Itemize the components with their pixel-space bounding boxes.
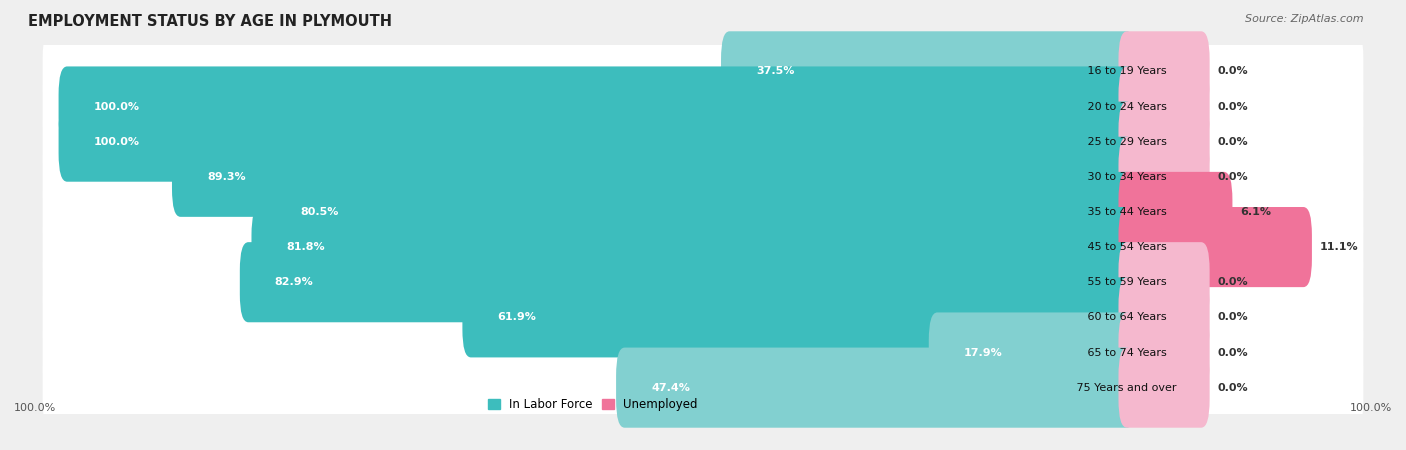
Text: 75 Years and over: 75 Years and over [1073, 382, 1181, 393]
Text: 0.0%: 0.0% [1218, 102, 1247, 112]
Text: 61.9%: 61.9% [498, 312, 536, 322]
FancyBboxPatch shape [42, 65, 1364, 148]
FancyBboxPatch shape [59, 67, 1136, 147]
Text: Source: ZipAtlas.com: Source: ZipAtlas.com [1246, 14, 1364, 23]
Text: 100.0%: 100.0% [1350, 403, 1392, 413]
FancyBboxPatch shape [42, 310, 1364, 394]
Text: 65 to 74 Years: 65 to 74 Years [1084, 347, 1170, 357]
Text: 100.0%: 100.0% [94, 137, 139, 147]
FancyBboxPatch shape [1119, 347, 1209, 428]
FancyBboxPatch shape [42, 275, 1364, 359]
FancyBboxPatch shape [1119, 102, 1209, 182]
FancyBboxPatch shape [1119, 277, 1209, 357]
Text: 55 to 59 Years: 55 to 59 Years [1084, 277, 1170, 287]
FancyBboxPatch shape [42, 170, 1364, 254]
Text: 0.0%: 0.0% [1218, 137, 1247, 147]
FancyBboxPatch shape [929, 312, 1136, 392]
FancyBboxPatch shape [266, 172, 1136, 252]
Text: 16 to 19 Years: 16 to 19 Years [1084, 66, 1170, 76]
Text: 100.0%: 100.0% [94, 102, 139, 112]
FancyBboxPatch shape [42, 100, 1364, 184]
Text: 0.0%: 0.0% [1218, 66, 1247, 76]
FancyBboxPatch shape [1119, 67, 1209, 147]
Text: 80.5%: 80.5% [301, 207, 339, 217]
Text: 100.0%: 100.0% [14, 403, 56, 413]
FancyBboxPatch shape [1119, 137, 1209, 217]
FancyBboxPatch shape [616, 347, 1136, 428]
FancyBboxPatch shape [1119, 207, 1312, 287]
FancyBboxPatch shape [1119, 32, 1209, 112]
FancyBboxPatch shape [42, 135, 1364, 219]
Text: 45 to 54 Years: 45 to 54 Years [1084, 242, 1170, 252]
FancyBboxPatch shape [721, 32, 1136, 112]
FancyBboxPatch shape [172, 137, 1136, 217]
Text: 37.5%: 37.5% [756, 66, 794, 76]
Text: 25 to 29 Years: 25 to 29 Years [1084, 137, 1170, 147]
FancyBboxPatch shape [252, 207, 1136, 287]
Text: 0.0%: 0.0% [1218, 382, 1247, 393]
Text: 47.4%: 47.4% [651, 382, 690, 393]
FancyBboxPatch shape [42, 205, 1364, 289]
Text: 20 to 24 Years: 20 to 24 Years [1084, 102, 1170, 112]
Legend: In Labor Force, Unemployed: In Labor Force, Unemployed [484, 393, 703, 415]
Text: 0.0%: 0.0% [1218, 277, 1247, 287]
Text: 6.1%: 6.1% [1240, 207, 1271, 217]
FancyBboxPatch shape [42, 30, 1364, 113]
Text: 17.9%: 17.9% [963, 347, 1002, 357]
Text: 60 to 64 Years: 60 to 64 Years [1084, 312, 1170, 322]
Text: 0.0%: 0.0% [1218, 312, 1247, 322]
FancyBboxPatch shape [42, 346, 1364, 429]
Text: 11.1%: 11.1% [1319, 242, 1358, 252]
FancyBboxPatch shape [240, 242, 1136, 322]
Text: 89.3%: 89.3% [207, 172, 246, 182]
FancyBboxPatch shape [1119, 242, 1209, 322]
FancyBboxPatch shape [59, 102, 1136, 182]
Text: 35 to 44 Years: 35 to 44 Years [1084, 207, 1170, 217]
FancyBboxPatch shape [42, 240, 1364, 324]
Text: 30 to 34 Years: 30 to 34 Years [1084, 172, 1170, 182]
Text: EMPLOYMENT STATUS BY AGE IN PLYMOUTH: EMPLOYMENT STATUS BY AGE IN PLYMOUTH [28, 14, 392, 28]
Text: 82.9%: 82.9% [274, 277, 314, 287]
Text: 0.0%: 0.0% [1218, 347, 1247, 357]
Text: 0.0%: 0.0% [1218, 172, 1247, 182]
Text: 81.8%: 81.8% [287, 242, 325, 252]
FancyBboxPatch shape [1119, 312, 1209, 392]
FancyBboxPatch shape [1119, 172, 1233, 252]
FancyBboxPatch shape [463, 277, 1136, 357]
